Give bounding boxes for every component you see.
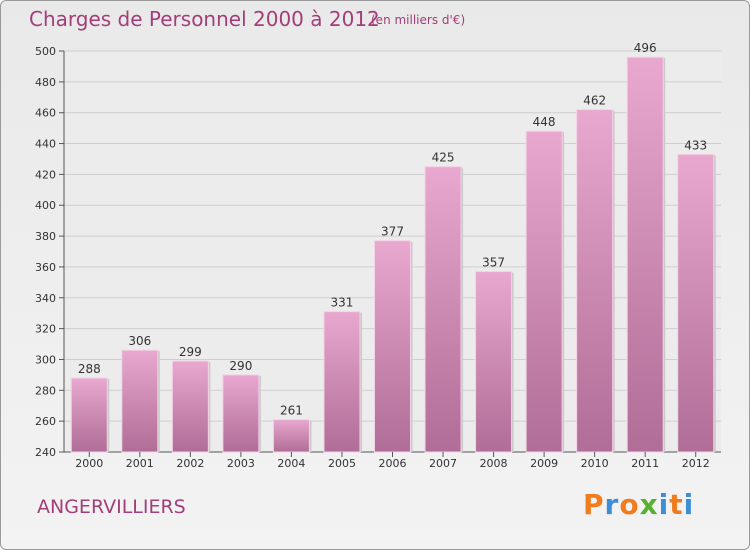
logo-letter: t [669, 488, 684, 521]
bar [677, 153, 715, 453]
y-tick-label: 320 [35, 323, 56, 336]
y-tick-label: 280 [35, 384, 56, 397]
data-label: 448 [533, 115, 556, 129]
data-label: 299 [179, 345, 202, 359]
y-tick-label: 360 [35, 261, 56, 274]
data-label: 377 [381, 225, 404, 239]
y-tick-label: 400 [35, 199, 56, 212]
data-label: 496 [634, 41, 657, 55]
bar [272, 419, 310, 453]
data-label: 331 [331, 296, 354, 310]
logo-letter: o [619, 488, 640, 521]
data-label: 357 [482, 256, 505, 270]
logo-letter: i [658, 488, 670, 521]
bar [626, 56, 664, 453]
x-tick-label: 2003 [227, 457, 255, 470]
x-tick-label: 2000 [75, 457, 103, 470]
bar [475, 271, 513, 453]
y-tick-label: 300 [35, 353, 56, 366]
logo-letter: r [604, 488, 620, 521]
y-tick-label: 460 [35, 107, 56, 120]
logo-letter: i [683, 488, 695, 521]
x-tick-label: 2007 [429, 457, 457, 470]
x-tick-label: 2010 [581, 457, 609, 470]
y-tick-label: 440 [35, 138, 56, 151]
y-tick-label: 240 [35, 446, 56, 459]
bar [70, 377, 108, 453]
data-label: 433 [684, 138, 707, 152]
chart-title: Charges de Personnel 2000 à 2012 [29, 7, 380, 31]
bar [121, 349, 159, 453]
bar [424, 166, 462, 453]
x-tick-label: 2012 [682, 457, 710, 470]
y-tick-label: 500 [35, 45, 56, 58]
y-tick-label: 260 [35, 415, 56, 428]
data-label: 288 [78, 362, 101, 376]
data-label: 425 [432, 151, 455, 165]
x-tick-label: 2009 [530, 457, 558, 470]
bar [525, 130, 563, 453]
data-label: 290 [229, 359, 252, 373]
chart-subtitle: (en milliers d'€) [371, 13, 466, 27]
bar [374, 240, 411, 453]
data-label: 462 [583, 94, 606, 108]
logo-letter: x [639, 488, 659, 521]
proxiti-logo: Proxiti [583, 488, 694, 521]
x-tick-label: 2008 [480, 457, 508, 470]
y-tick-label: 480 [35, 76, 56, 89]
city-name: ANGERVILLIERS [37, 496, 186, 518]
x-tick-label: 2005 [328, 457, 356, 470]
x-tick-label: 2006 [379, 457, 407, 470]
data-label: 261 [280, 404, 303, 418]
x-tick-label: 2001 [126, 457, 154, 470]
y-tick-label: 340 [35, 292, 56, 305]
data-label: 306 [128, 334, 151, 348]
x-tick-label: 2002 [176, 457, 204, 470]
logo-letter: P [583, 488, 605, 521]
bar [222, 374, 260, 453]
bar [576, 109, 614, 453]
y-tick-label: 380 [35, 230, 56, 243]
x-tick-label: 2004 [277, 457, 305, 470]
y-tick-label: 420 [35, 168, 56, 181]
bar [323, 311, 361, 453]
bar [171, 360, 209, 453]
x-tick-label: 2011 [631, 457, 659, 470]
